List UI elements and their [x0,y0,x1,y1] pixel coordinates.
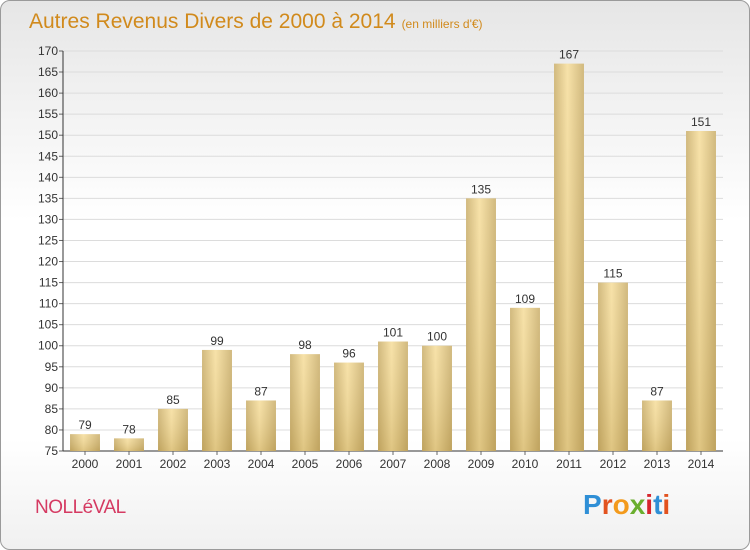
y-tick-label: 135 [38,191,58,205]
bar-shade [70,434,100,451]
data-label: 87 [650,384,664,398]
logo-letter: t [653,489,663,520]
bar-shade [510,307,540,451]
logo-letter: r [601,489,613,520]
x-tick-label: 2005 [292,457,319,471]
y-tick-label: 145 [38,149,58,163]
data-label: 101 [383,326,403,340]
data-label: 115 [603,267,622,281]
y-tick-label: 125 [38,233,58,247]
bar-shade [290,354,320,451]
x-tick-label: 2011 [556,457,582,471]
y-tick-label: 165 [38,65,58,79]
y-tick-label: 150 [38,128,58,142]
x-tick-label: 2009 [468,457,495,471]
y-tick-label: 95 [45,360,59,374]
y-tick-label: 140 [38,170,58,184]
data-label: 135 [471,182,491,196]
bar-shade [422,345,452,451]
bar-shade [554,63,584,451]
y-tick-label: 110 [39,297,58,311]
y-tick-label: 90 [45,381,59,395]
y-tick-label: 160 [38,86,58,100]
logo-letter: o [612,489,630,520]
bar-shade [686,131,716,451]
y-tick-label: 170 [38,44,58,58]
data-label: 87 [254,384,268,398]
logo-letter: i [662,489,671,520]
logo-letter: i [645,489,654,520]
data-label: 151 [691,115,711,129]
x-tick-label: 2012 [600,457,627,471]
y-tick-label: 85 [45,402,59,416]
chart-title: Autres Revenus Divers de 2000 à 2014 (en … [29,10,483,34]
data-label: 99 [210,334,224,348]
x-tick-label: 2006 [336,457,363,471]
y-tick-label: 120 [38,255,58,269]
logo-letter: P [583,489,602,520]
x-tick-label: 2001 [116,457,143,471]
y-tick-label: 105 [38,318,58,332]
bar-shade [202,349,232,451]
bar-shade [466,198,496,451]
town-name: NOLLéVAL [35,497,126,518]
y-tick-label: 130 [38,212,58,226]
title-text: Autres Revenus Divers de 2000 à 2014 [29,10,396,33]
bar-shade [114,438,144,451]
logo-letter: x [629,489,646,520]
y-tick-label: 115 [39,276,58,290]
data-label: 167 [559,48,579,62]
data-label: 85 [166,393,180,407]
x-tick-label: 2014 [688,457,715,471]
proxiti-logo: Proxiti [583,489,670,521]
unit-label: (en milliers d'€) [401,17,483,31]
y-tick-label: 75 [45,444,59,458]
data-label: 79 [78,418,92,432]
x-tick-label: 2013 [644,457,671,471]
x-tick-label: 2008 [424,457,451,471]
x-tick-label: 2002 [160,457,187,471]
bar-shade [246,400,276,451]
bar-shade [378,341,408,451]
y-tick-label: 155 [38,107,58,121]
data-label: 100 [427,330,447,344]
bar-shade [334,362,364,451]
x-tick-label: 2007 [380,457,407,471]
x-tick-label: 2003 [204,457,231,471]
data-label: 109 [515,292,535,306]
data-label: 98 [298,338,312,352]
x-tick-label: 2000 [72,457,99,471]
x-tick-label: 2010 [512,457,539,471]
bar-shade [158,408,188,451]
y-tick-label: 100 [38,339,58,353]
x-tick-label: 2004 [248,457,275,471]
bar-shade [642,400,672,451]
data-label: 78 [122,422,136,436]
y-tick-label: 80 [45,423,59,437]
data-label: 96 [342,347,356,361]
bar-shade [598,282,628,451]
